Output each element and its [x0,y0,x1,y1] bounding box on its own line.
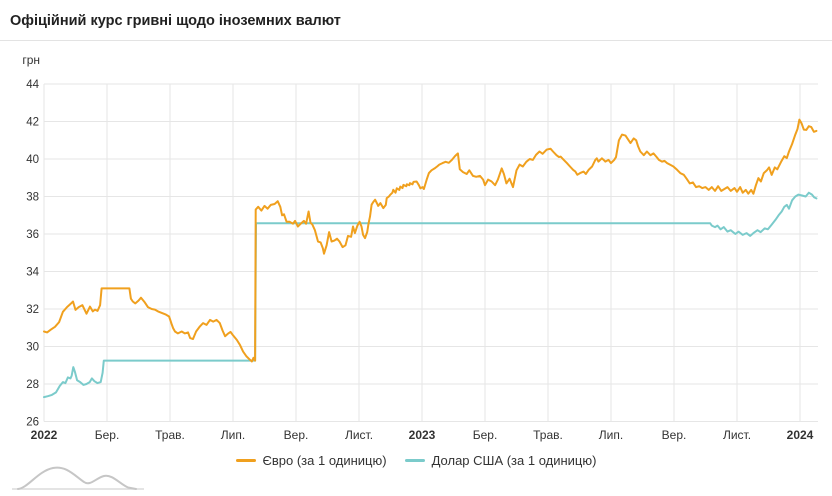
y-axis-label: 40 [26,154,39,166]
x-axis-label: Бер. [473,428,498,442]
x-axis-label: Лист. [345,428,373,442]
y-axis-label: 28 [26,379,39,391]
x-axis-label: Вер. [662,428,687,442]
y-axis-unit-label: грн [22,53,40,67]
x-axis-label: Лип. [599,428,623,442]
x-axis-label: Трав. [533,428,563,442]
usd-series-line[interactable] [43,191,818,399]
exchange-rate-chart: 44 42 40 38 36 34 32 30 28 26 грн 2022 Бер. Трав. Лип.… [22,53,818,442]
y-axis-label: 38 [26,192,39,204]
y-axis-label: 30 [26,342,39,354]
x-axis-label: Лип. [221,428,245,442]
y-axis-label: 26 [26,417,39,429]
x-axis-label: 2024 [787,428,814,442]
legend-item-euro[interactable]: Євро (за 1 одиницю) [235,453,387,468]
euro-series-line[interactable] [43,118,818,363]
y-axis-label: 44 [26,79,39,91]
y-axis-label: 42 [26,117,39,129]
legend-label-usd: Долар США (за 1 одиницю) [431,453,597,468]
y-axis-label: 34 [26,267,39,279]
x-axis-label: Бер. [95,428,120,442]
x-axis-label: 2022 [31,428,58,442]
x-axis-label: 2023 [409,428,436,442]
x-axis-label: Лист. [723,428,751,442]
wave-logo-icon [12,466,144,490]
page-title: Офіційний курс гривні щодо іноземних вал… [10,13,341,29]
x-axis-label: Трав. [155,428,185,442]
legend-label-euro: Євро (за 1 одиницю) [262,453,387,468]
legend-item-usd[interactable]: Долар США (за 1 одиницю) [404,453,597,468]
chart-legend: Євро (за 1 одиницю) Долар США (за 1 один… [0,453,832,468]
widget-header: Офіційний курс гривні щодо іноземних вал… [0,0,832,41]
usd-line-marker-icon [404,459,425,462]
x-axis-label: Вер. [284,428,309,442]
euro-line-marker-icon [235,459,256,462]
y-axis-label: 32 [26,304,39,316]
y-axis-label: 36 [26,229,39,241]
